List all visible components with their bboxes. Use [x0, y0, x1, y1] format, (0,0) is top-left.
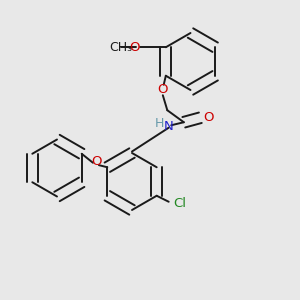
- Text: CH₃: CH₃: [109, 41, 132, 54]
- Text: O: O: [203, 111, 214, 124]
- Text: N: N: [164, 120, 174, 133]
- Text: O: O: [158, 83, 168, 96]
- Text: Cl: Cl: [173, 197, 186, 210]
- Text: H: H: [155, 117, 164, 130]
- Text: O: O: [92, 155, 102, 168]
- Text: O: O: [129, 41, 140, 54]
